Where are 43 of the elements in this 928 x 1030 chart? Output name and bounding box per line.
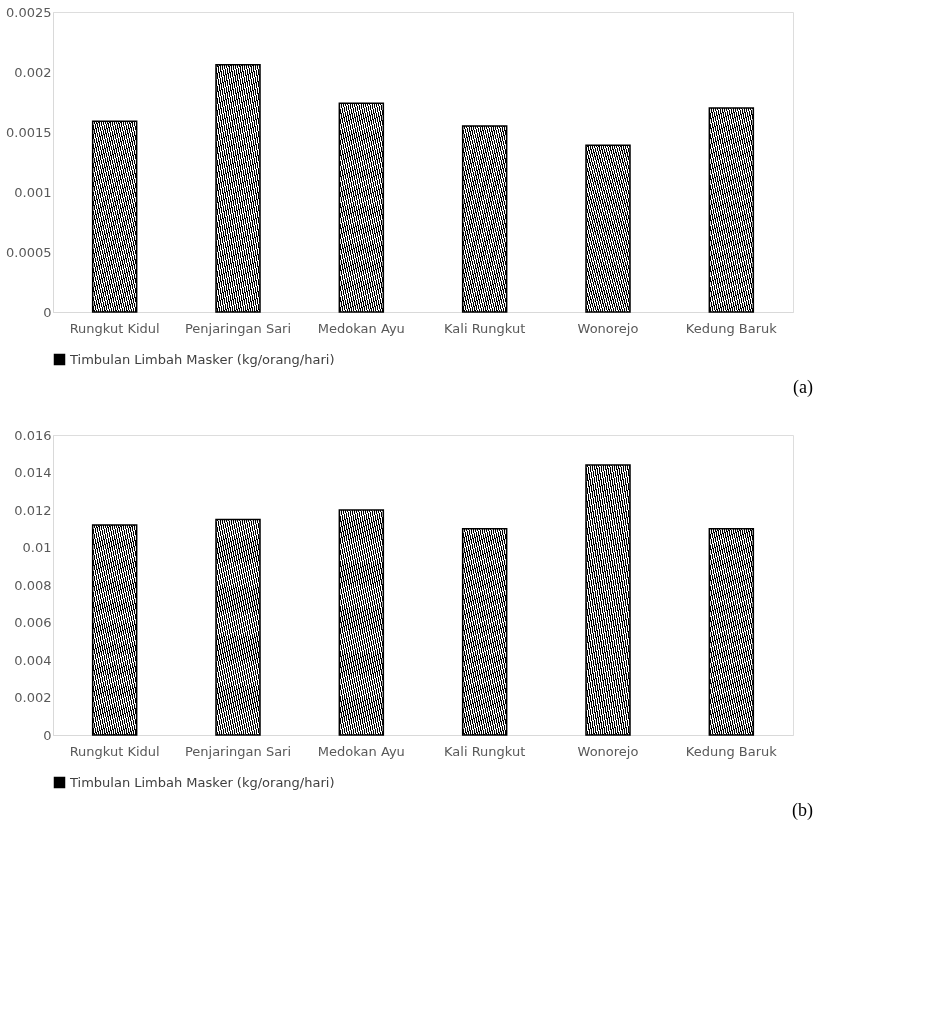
y-tick-label: 0.008 [14,577,52,593]
x-tick-label: Kali Rungkut [444,320,526,336]
bar [585,464,631,736]
x-tick-label: Penjaringan Sari [184,743,292,759]
y-tick-label: 0.012 [14,502,52,518]
y-tick-label: 0.0015 [6,124,52,140]
y-tick-label: 0.014 [14,465,52,480]
y-tick-label: 0.016 [14,427,52,443]
y-tick-label: 0.0005 [6,244,52,260]
bar [215,518,261,736]
x-tick-label: Wonorejo [577,743,639,759]
legend-label: Timbulan Limbah Masker (kg/orang/hari) [69,774,335,790]
y-tick-label: 0.0025 [6,4,52,20]
y-tick-label: 0.002 [14,64,52,80]
x-tick-label: Penjaringan Sari [184,320,292,336]
text: (a) [793,377,813,398]
bar [338,102,385,313]
bar [708,107,755,313]
bar [91,120,138,313]
y-tick-label: 0.01 [22,540,52,555]
legend-label: Timbulan Limbah Masker (kg/orang/hari) [69,351,335,367]
x-tick-label: Rungkut Kidul [69,743,160,759]
x-tick-label: Medokan Ayu [317,320,405,336]
x-tick-label: Kali Rungkut [444,743,526,759]
bar [338,509,385,736]
x-tick-label: Wonorejo [577,320,639,336]
x-tick-label: Medokan Ayu [317,743,405,759]
y-tick-label: 0.001 [14,184,52,200]
y-tick-label: 0 [43,304,52,320]
bar [461,528,508,736]
text: (b) [792,800,813,821]
x-tick-label: Kedung Baruk [685,743,778,759]
y-tick-label: 0.006 [14,615,52,630]
x-tick-label: Rungkut Kidul [69,320,160,336]
bar [91,524,138,736]
bar [585,144,631,313]
y-tick-label: 0.002 [14,690,52,705]
bar [708,528,755,736]
x-tick-label: Kedung Baruk [685,320,778,336]
y-tick-label: 0.004 [14,652,52,668]
y-tick-label: 0 [43,727,52,743]
bar [215,64,261,313]
bar [461,125,508,313]
